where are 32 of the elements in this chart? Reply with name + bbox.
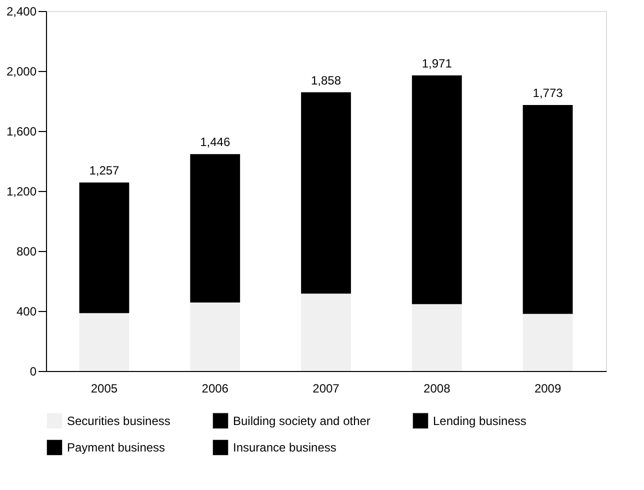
x-tick-label: 2006 <box>202 382 229 396</box>
y-tick-label: 1,200 <box>6 184 37 198</box>
total-label: 1,858 <box>310 73 342 88</box>
bar <box>522 105 573 314</box>
legend-label: Lending business <box>433 414 526 428</box>
x-tick-label: 2008 <box>424 382 451 396</box>
bar <box>412 304 462 371</box>
bar <box>301 92 351 294</box>
x-tick-label: 2005 <box>90 382 118 396</box>
x-tick-label: 2009 <box>534 382 562 396</box>
y-tick-label: 2,400 <box>6 4 37 18</box>
y-tick-label: 0 <box>30 364 37 378</box>
total-label: 1,971 <box>422 56 452 70</box>
bar <box>301 294 351 371</box>
bar <box>79 182 130 314</box>
bar <box>190 154 240 302</box>
x-tick-label: 2007 <box>312 382 340 396</box>
total-label: 1,773 <box>532 86 564 100</box>
y-tick-label: 800 <box>16 244 37 258</box>
bar <box>412 75 462 304</box>
y-tick-label: 400 <box>16 304 37 318</box>
y-tick-label: 2,000 <box>6 64 37 78</box>
legend-label: Securities business <box>67 414 170 428</box>
legend-label: Payment business <box>67 440 166 454</box>
bar <box>522 314 573 371</box>
bar <box>79 313 130 371</box>
bar <box>190 302 240 371</box>
total-label: 1,257 <box>89 163 120 178</box>
legend-label: Building society and other <box>233 414 370 428</box>
y-tick-label: 1,600 <box>6 124 37 138</box>
legend-label: Insurance business <box>233 440 336 454</box>
total-label: 1,446 <box>200 135 230 150</box>
